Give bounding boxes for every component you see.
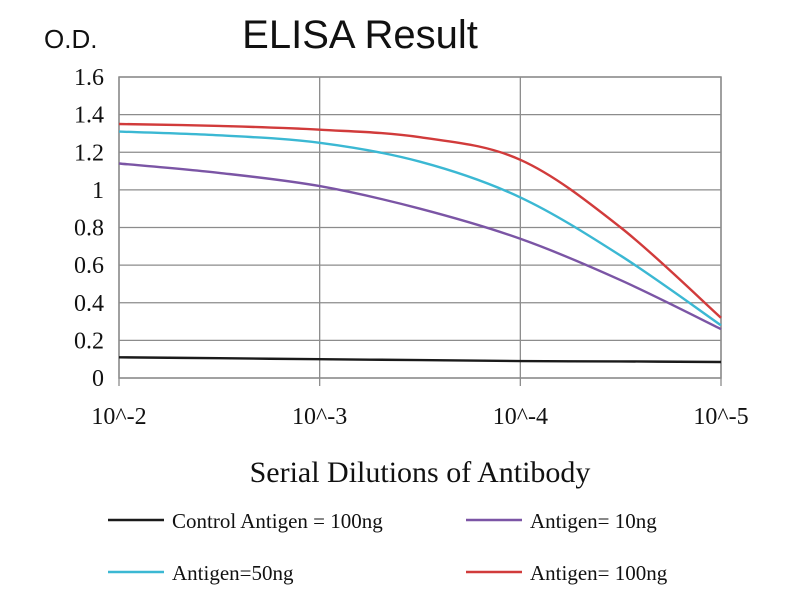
x-axis-label: Serial Dilutions of Antibody [250, 456, 591, 489]
legend-label: Antigen= 100ng [530, 561, 668, 585]
y-tick-label: 1.2 [74, 140, 104, 166]
legend-label: Antigen= 10ng [530, 509, 657, 533]
y-tick-label: 0.4 [74, 291, 104, 317]
x-tick-label: 10^-2 [91, 404, 146, 430]
x-tick-label: 10^-4 [493, 404, 548, 430]
y-tick-label: 0.6 [74, 253, 104, 279]
y-tick-label: 0.2 [74, 328, 104, 354]
legend: Control Antigen = 100ng Antigen= 10ng Anti… [108, 509, 668, 585]
legend-label: Control Antigen = 100ng [172, 509, 383, 533]
series-line [118, 162, 722, 331]
series-line [118, 122, 722, 319]
series-line [118, 130, 722, 327]
grid-lines [118, 76, 722, 386]
y-tick-label: 0 [92, 366, 104, 392]
x-tick-label: 10^-5 [693, 404, 748, 430]
y-tick-label: 1.4 [74, 103, 104, 129]
y-axis-label: O.D. [44, 24, 97, 54]
series-lines [118, 122, 722, 364]
y-tick-label: 1 [92, 178, 104, 204]
y-tick-label: 0.8 [74, 216, 104, 242]
chart-title: ELISA Result [242, 13, 478, 57]
x-tick-labels: 10^-2 10^-3 10^-4 10^-5 [91, 404, 748, 430]
y-tick-label: 1.6 [74, 65, 104, 91]
x-tick-label: 10^-3 [292, 404, 347, 430]
y-tick-labels: 0 0.2 0.4 0.6 0.8 1 1.2 1.4 1.6 [74, 65, 104, 392]
series-line [118, 356, 722, 364]
legend-label: Antigen=50ng [172, 561, 294, 585]
